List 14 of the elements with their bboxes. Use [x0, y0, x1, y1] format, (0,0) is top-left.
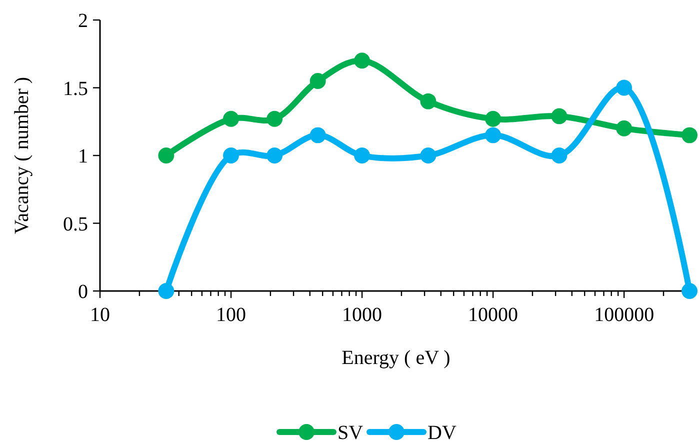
legend-label: DV: [428, 422, 457, 444]
x-tick-label: 100000: [594, 304, 654, 326]
y-tick-label: 0: [78, 281, 88, 303]
y-tick-label: 1: [78, 146, 88, 168]
x-tick-label: 1000: [342, 304, 382, 326]
y-tick-label: 1.5: [63, 78, 88, 100]
x-axis-title: Energy ( eV ): [342, 347, 450, 369]
legend-label: SV: [338, 422, 364, 444]
x-tick-label: 100: [216, 304, 246, 326]
x-tick-label: 10000: [468, 304, 518, 326]
y-tick-label: 0.5: [63, 213, 88, 236]
x-tick-label: 10: [90, 304, 110, 326]
y-axis-title: Vacancy ( number ): [11, 76, 33, 234]
y-tick-label: 2: [78, 10, 88, 32]
